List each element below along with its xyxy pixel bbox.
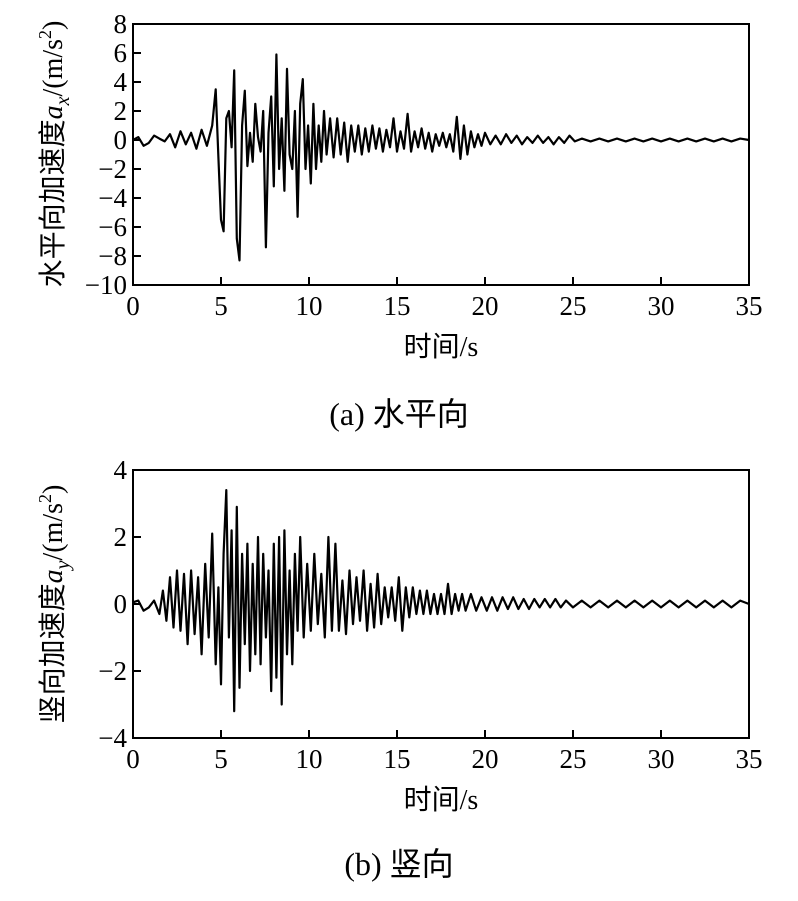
chart-a-y-tick-label: −2: [98, 154, 127, 184]
chart-b: 0 5 10 15 20 25 30 35 420−2−4 时间/s 竖向加速度ay/(m/s…: [35, 455, 763, 882]
chart-a-y-tick-label: −10: [85, 270, 127, 300]
chart-a-x-tick-label: 5: [214, 291, 228, 321]
chart-a-y-tick-label: 8: [114, 9, 128, 39]
chart-b-y-tick-label: 4: [114, 455, 128, 485]
chart-b-y-ticks: 4 2 0 −2 −4: [98, 455, 141, 753]
chart-a-y-tick-label: 0: [114, 125, 128, 155]
chart-a-x-tick-label: 15: [384, 291, 411, 321]
chart-b-y-axis-label: 竖向加速度ay/(m/s2): [35, 485, 74, 724]
chart-b-x-axis-label: 时间/s: [404, 784, 479, 816]
chart-a-x-tick-label: 25: [560, 291, 587, 321]
chart-b-series-line: [132, 489, 750, 713]
chart-a-caption: (a) 水平向: [329, 396, 469, 432]
chart-a-x-tick-label: 35: [736, 291, 763, 321]
chart-a-y-tick-label: −4: [98, 183, 127, 213]
chart-a-x-tick-label: 10: [296, 291, 323, 321]
chart-b-x-tick-label: 25: [560, 744, 587, 774]
chart-a-y-tick-label: −6: [98, 212, 127, 242]
chart-b-y-tick-label: −4: [98, 723, 127, 753]
chart-a-series-line: [132, 53, 750, 262]
chart-a-x-axis-label: 时间/s: [404, 331, 479, 363]
chart-b-caption: (b) 竖向: [344, 846, 453, 882]
chart-a-plot-frame: [132, 23, 750, 286]
chart-a-x-ticks: 0 5 10 15 20 25 30 35: [126, 277, 763, 321]
chart-a-x-tick-label: 0: [126, 291, 140, 321]
chart-a-y-tick-label: 6: [114, 38, 128, 68]
chart-b-x-tick-label: 5: [214, 744, 228, 774]
chart-a-x-tick-label: 30: [648, 291, 675, 321]
chart-b-x-tick-label: 0: [126, 744, 140, 774]
chart-b-x-tick-label: 20: [472, 744, 499, 774]
chart-a-y-tick-label: −8: [98, 241, 127, 271]
chart-a-x-tick-label: 20: [472, 291, 499, 321]
chart-b-x-tick-label: 15: [384, 744, 411, 774]
chart-b-x-tick-label: 30: [648, 744, 675, 774]
chart-b-x-tick-label: 35: [736, 744, 763, 774]
chart-a-y-tick-label: 2: [114, 96, 128, 126]
chart-b-y-tick-label: −2: [98, 656, 127, 686]
chart-b-x-tick-label: 10: [296, 744, 323, 774]
chart-b-y-tick-label: 2: [114, 522, 128, 552]
chart-a-y-tick-label: 4: [114, 67, 128, 97]
chart-a-y-axis-label: 水平向加速度ax/(m/s2): [35, 21, 74, 288]
chart-b-x-ticks: 0 5 10 15 20 25 30 35: [126, 730, 763, 774]
chart-b-y-tick-label: 0: [114, 589, 128, 619]
